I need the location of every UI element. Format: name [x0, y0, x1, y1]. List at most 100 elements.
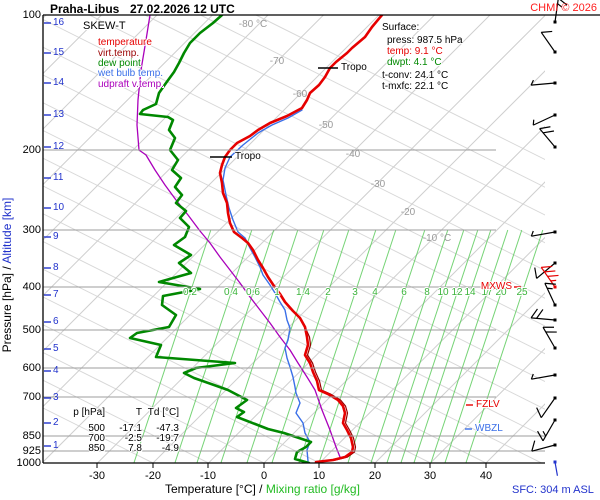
mixing-ratio-label: 20 — [495, 287, 507, 298]
wind-barb — [536, 396, 557, 419]
mixing-ratio-line — [444, 229, 523, 463]
dry-adiabat-line — [43, 213, 542, 463]
surface-dwpt: dwpt: 4.1 °C — [387, 57, 442, 68]
mixing-ratio-label: 4 — [372, 287, 378, 298]
surface-panel-title: Surface: — [382, 22, 420, 33]
isotherm-line — [43, 15, 491, 463]
temperature-tick-label: -10 — [200, 470, 216, 482]
isotherm-label: -50 — [318, 120, 334, 131]
wind-barb — [531, 440, 557, 452]
mixing-ratio-label: 14 — [464, 287, 476, 298]
mixing-ratio-label: 6 — [401, 287, 407, 298]
dry-adiabat-line — [43, 74, 545, 327]
sfc-elevation-note: SFC: 304 m ASL — [512, 484, 594, 496]
pressure-tick-label: 500 — [22, 324, 41, 336]
isotherm-line — [97, 15, 545, 463]
mixing-ratio-label: 17 — [481, 287, 493, 298]
mixing-ratio-line — [133, 229, 212, 463]
temperature-tick-label: 30 — [423, 470, 437, 482]
isotherm-line — [430, 347, 545, 463]
pressure-tick-label: 925 — [22, 445, 41, 457]
mixing-ratio-line — [318, 229, 397, 463]
altitude-tick-label: 12 — [53, 141, 65, 152]
legend-virt-temp: virt.temp. — [98, 48, 140, 59]
legend-updraft: udpraft v.temp. — [98, 79, 164, 90]
pressure-tick-label: 100 — [22, 9, 41, 21]
surface-press: press: 987.5 hPa — [387, 35, 463, 46]
dry-adiabat-line — [43, 46, 545, 299]
mixing-ratio-line — [174, 229, 253, 463]
mixing-ratio-label: 3 — [352, 287, 358, 298]
dry-adiabat-line — [255, 15, 545, 161]
pressure-tick-label: 700 — [22, 391, 41, 403]
mixing-ratio-line — [465, 229, 544, 463]
sounding-table-cell: -17.1 — [119, 423, 142, 434]
dry-adiabat-line — [43, 379, 209, 463]
sounding-table-cell: 850 — [88, 443, 105, 454]
isotherm-line — [43, 15, 269, 241]
datetime-title: 27.02.2026 12 UTC — [130, 2, 235, 16]
altitude-tick-label: 8 — [53, 262, 59, 273]
wind-barb — [542, 326, 557, 350]
sounding-table-cell: -47.3 — [156, 423, 179, 434]
wind-barb — [530, 230, 557, 237]
wind-barb — [540, 30, 557, 54]
wind-barb — [532, 113, 557, 126]
altitude-tick-label: 3 — [53, 392, 59, 403]
wet-bulb-curve — [222, 109, 311, 462]
altitude-tick-label: 11 — [53, 172, 64, 183]
isotherm-label: -10 °C — [422, 233, 452, 244]
mxws-label: MXWS — [480, 281, 512, 292]
temperature-tick-label: 0 — [260, 470, 268, 482]
isotherm-label: -40 — [345, 149, 361, 160]
dry-adiabat-line — [43, 129, 545, 383]
wind-barb — [534, 261, 557, 279]
mixing-ratio-line — [400, 229, 479, 463]
dry-adiabat-line — [43, 157, 545, 410]
temperature-tick-label: -30 — [89, 470, 105, 482]
mixing-ratio-line — [413, 229, 492, 463]
sounding-table-cell: -19.7 — [156, 433, 179, 444]
wind-barb-column — [530, 0, 568, 476]
altitude-tick-label: 7 — [53, 289, 59, 300]
chart-type-label: SKEW-T — [83, 20, 126, 32]
sounding-table-cell: -4.9 — [161, 443, 179, 454]
sounding-table-header: Td [°C] — [147, 407, 179, 418]
isotherm-line — [152, 70, 545, 463]
mixing-ratio-line — [386, 229, 465, 463]
wind-barb — [544, 282, 557, 307]
altitude-tick-label: 15 — [53, 47, 65, 58]
wind-barb — [553, 460, 559, 476]
dry-adiabat-line — [43, 240, 487, 463]
altitude-tick-label: 6 — [53, 316, 59, 327]
wind-barb — [530, 308, 557, 322]
dry-adiabat-line — [43, 18, 545, 272]
dry-adiabat-line — [43, 102, 545, 355]
sounding-table-cell: -2.5 — [124, 433, 142, 444]
isotherm-line — [319, 236, 545, 463]
isotherm-label: -20 — [400, 207, 416, 218]
pressure-tick-label: 200 — [22, 144, 41, 156]
mixing-ratio-label: 0.6 — [246, 287, 260, 298]
temperature-tick-label: -20 — [145, 470, 161, 482]
pressure-tick-label: 850 — [22, 430, 41, 442]
altitude-tick-label: 10 — [53, 202, 65, 213]
dry-adiabat-line — [43, 185, 545, 438]
mixing-ratio-line — [430, 229, 509, 463]
altitude-tick-label: 5 — [53, 343, 59, 354]
wind-barb — [530, 373, 557, 380]
isotherm-line — [43, 15, 324, 297]
isotherm-line — [43, 15, 380, 352]
surface-temp: temp: 9.1 °C — [387, 46, 443, 57]
wind-barb — [530, 79, 557, 86]
mixing-ratio-label: 0.2 — [183, 287, 197, 298]
legend-wet-bulb: wet bulb temp. — [98, 68, 164, 79]
temperature-curve — [218, 15, 384, 463]
temperature-tick-label: 10 — [312, 470, 326, 482]
mixing-ratio-label: 10 — [437, 287, 449, 298]
altitude-tick-label: 9 — [53, 231, 59, 242]
dry-adiabat-line — [89, 15, 545, 244]
mixing-ratio-line — [347, 229, 426, 463]
wind-barb — [553, 0, 568, 24]
mixing-ratio-label: 0.4 — [224, 287, 238, 298]
